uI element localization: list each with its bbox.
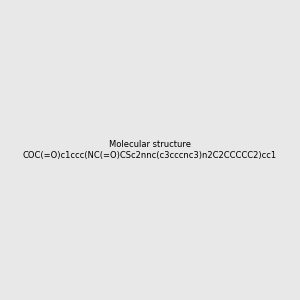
- Text: Molecular structure
COC(=O)c1ccc(NC(=O)CSc2nnc(c3cccnc3)n2C2CCCCC2)cc1: Molecular structure COC(=O)c1ccc(NC(=O)C…: [23, 140, 277, 160]
